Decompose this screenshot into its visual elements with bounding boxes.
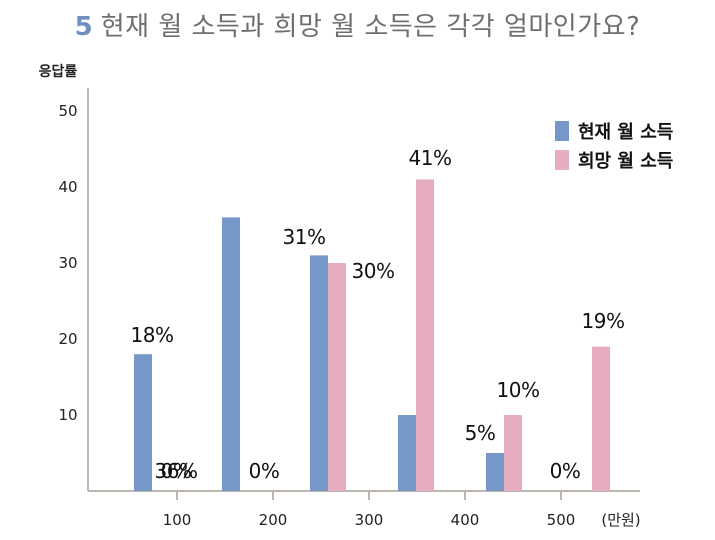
data-label: 18%: [131, 323, 174, 347]
data-label: 30%: [352, 259, 395, 283]
x-tick-label: 100: [163, 511, 192, 529]
bar-current: [134, 354, 152, 491]
bar-current: [486, 453, 504, 491]
data-label: 5%: [465, 421, 496, 445]
data-label: 36%: [155, 459, 198, 483]
legend-label: 현재 월 소득: [578, 122, 673, 143]
question-number: 5: [74, 12, 93, 42]
y-tick-label: 30: [58, 254, 77, 272]
data-label: 0%: [550, 459, 581, 483]
bar-desired: [504, 415, 522, 491]
legend-swatch: [555, 150, 569, 170]
x-tick-label: 400: [451, 511, 480, 529]
y-tick-label: 40: [58, 178, 77, 196]
bar-current: [398, 415, 416, 491]
bar-current: [222, 217, 240, 491]
chart-title: 5 현재 월 소득과 희망 월 소득은 각각 얼마인가요?: [0, 6, 715, 43]
y-axis-title: 응답률: [39, 63, 78, 80]
data-label: 41%: [409, 146, 452, 170]
legend-label: 희망 월 소득: [578, 151, 673, 172]
data-label: 19%: [582, 309, 625, 333]
data-label: 10%: [497, 378, 540, 402]
y-tick-label: 10: [58, 406, 77, 424]
bar-desired: [328, 263, 346, 491]
bar-desired: [416, 179, 434, 491]
x-tick-label: 200: [259, 511, 288, 529]
data-label: 31%: [283, 225, 326, 249]
legend-swatch: [555, 121, 569, 141]
bar-desired: [592, 346, 610, 491]
data-label: 0%: [161, 459, 192, 483]
x-axis-unit: (만원): [601, 511, 640, 529]
question-text: 현재 월 소득과 희망 월 소득은 각각 얼마인가요?: [100, 12, 641, 42]
y-tick-label: 50: [58, 102, 77, 120]
bar-current: [310, 255, 328, 491]
data-label: 0%: [249, 459, 280, 483]
x-tick-label: 500: [547, 511, 576, 529]
x-tick-label: 300: [355, 511, 384, 529]
y-tick-label: 20: [58, 330, 77, 348]
